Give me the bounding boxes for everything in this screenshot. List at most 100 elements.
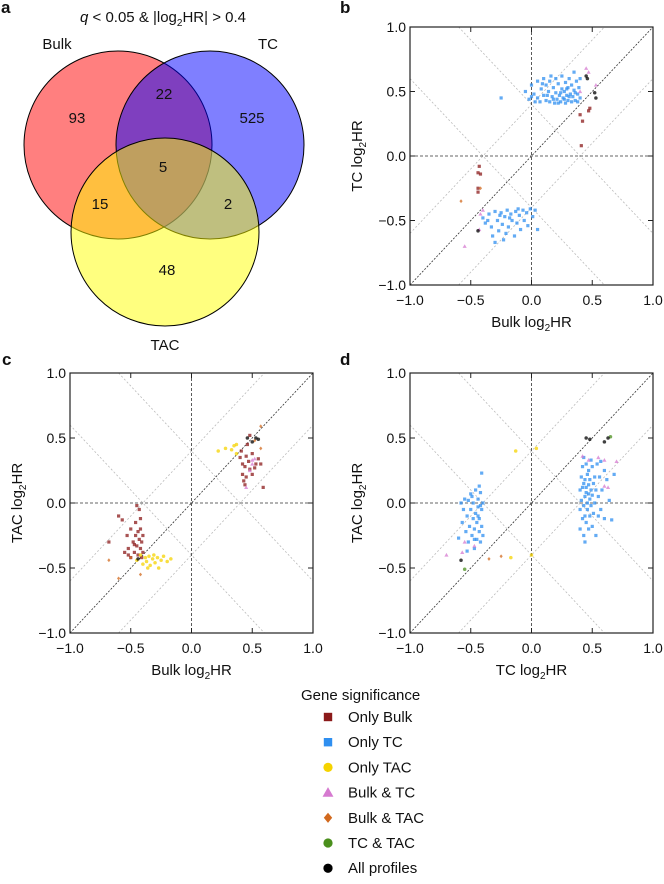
x-axis-label-part: Bulk log bbox=[491, 314, 544, 331]
data-point bbox=[238, 455, 242, 460]
y-axis-label: TC log2HR bbox=[349, 120, 369, 192]
data-point bbox=[155, 555, 160, 560]
data-point bbox=[464, 530, 468, 534]
data-point bbox=[144, 559, 149, 564]
data-point bbox=[593, 475, 597, 479]
data-point bbox=[143, 555, 148, 560]
legend-label: All profiles bbox=[348, 860, 417, 877]
data-point bbox=[107, 540, 111, 544]
data-point bbox=[148, 563, 152, 568]
data-point bbox=[156, 566, 161, 570]
legend-marker-circle bbox=[323, 838, 333, 848]
guide-line bbox=[409, 26, 605, 234]
x-axis-label-part: 2 bbox=[540, 671, 546, 682]
data-point bbox=[477, 164, 481, 168]
data-point bbox=[583, 540, 587, 544]
data-point bbox=[499, 211, 503, 215]
series-only-tc bbox=[481, 70, 582, 245]
data-point bbox=[556, 82, 560, 86]
data-point bbox=[481, 501, 485, 505]
data-point bbox=[472, 537, 476, 541]
data-point bbox=[477, 484, 481, 488]
data-point bbox=[505, 208, 509, 212]
legend-marker-triangle bbox=[322, 787, 334, 797]
identity-line bbox=[409, 26, 654, 286]
data-point bbox=[503, 215, 507, 219]
data-point bbox=[521, 208, 525, 212]
data-point bbox=[138, 527, 143, 531]
data-point bbox=[136, 557, 140, 561]
data-point bbox=[499, 96, 503, 100]
x-tick-label: 0.5 bbox=[583, 640, 603, 656]
data-point bbox=[527, 97, 531, 101]
data-point bbox=[459, 199, 463, 204]
y-tick-label: 0.0 bbox=[47, 495, 67, 511]
data-point bbox=[135, 504, 139, 508]
data-point bbox=[161, 554, 166, 559]
y-tick-label: 1.0 bbox=[387, 19, 407, 35]
x-axis-label: TC log2HR bbox=[496, 662, 568, 682]
legend-label: Bulk & TC bbox=[348, 785, 415, 802]
data-point bbox=[138, 553, 143, 557]
data-point bbox=[568, 92, 572, 96]
y-axis-label-part: 2 bbox=[358, 484, 369, 490]
data-point bbox=[578, 113, 582, 117]
data-point bbox=[261, 485, 265, 489]
data-point bbox=[580, 119, 585, 123]
data-point bbox=[245, 442, 249, 447]
data-point bbox=[477, 530, 481, 534]
data-point bbox=[551, 97, 555, 101]
data-point bbox=[518, 227, 523, 232]
data-point bbox=[135, 544, 139, 548]
data-point bbox=[132, 550, 136, 554]
data-point bbox=[535, 227, 540, 232]
legend-item: Bulk & TC bbox=[322, 785, 415, 802]
data-point bbox=[579, 498, 583, 502]
data-point bbox=[554, 91, 558, 95]
scatter-panel-d: d −1.0−1.0 −0.5 −0.5 0.0 0.0 0.5 0.5 1.0 1.0 TC lo… bbox=[340, 350, 663, 682]
legend-label: Only TAC bbox=[348, 759, 412, 776]
data-point bbox=[572, 70, 576, 74]
data-point bbox=[125, 533, 129, 538]
data-point bbox=[586, 458, 591, 462]
data-point bbox=[497, 229, 501, 233]
data-point bbox=[474, 488, 478, 492]
data-point bbox=[600, 488, 604, 492]
x-tick-label: −0.5 bbox=[457, 640, 485, 656]
series-all-profiles bbox=[459, 436, 610, 562]
data-point bbox=[523, 89, 528, 94]
venn-label-tac: TAC bbox=[151, 337, 180, 354]
y-axis-label: TAC log2HR bbox=[9, 463, 29, 543]
data-point bbox=[557, 93, 562, 97]
data-point bbox=[136, 553, 140, 557]
legend-item: Only TAC bbox=[323, 759, 412, 776]
data-point bbox=[577, 86, 581, 90]
y-axis-label-part: TC log bbox=[349, 148, 366, 192]
y-tick-label: 1.0 bbox=[47, 365, 67, 381]
data-point bbox=[586, 70, 591, 74]
panel-label-a: a bbox=[1, 0, 11, 17]
data-point bbox=[555, 97, 559, 101]
data-point bbox=[578, 89, 583, 94]
data-point bbox=[462, 539, 467, 544]
data-point bbox=[462, 244, 467, 248]
data-point bbox=[580, 485, 585, 489]
data-point bbox=[579, 475, 583, 479]
x-tick-label: −1.0 bbox=[396, 292, 424, 308]
data-point bbox=[563, 80, 568, 85]
data-point bbox=[466, 540, 470, 544]
data-point bbox=[590, 465, 594, 469]
y-tick-label: −0.5 bbox=[378, 560, 406, 576]
data-point bbox=[223, 446, 228, 451]
data-point bbox=[140, 556, 144, 560]
legend: Gene significance Only Bulk Only TC Only T… bbox=[301, 687, 424, 877]
guide-line bbox=[409, 372, 605, 582]
data-point bbox=[159, 558, 163, 562]
data-point bbox=[569, 100, 574, 104]
data-point bbox=[229, 447, 234, 452]
data-point bbox=[587, 527, 591, 531]
data-point bbox=[253, 466, 257, 470]
data-point bbox=[594, 533, 598, 538]
data-point bbox=[460, 520, 464, 525]
